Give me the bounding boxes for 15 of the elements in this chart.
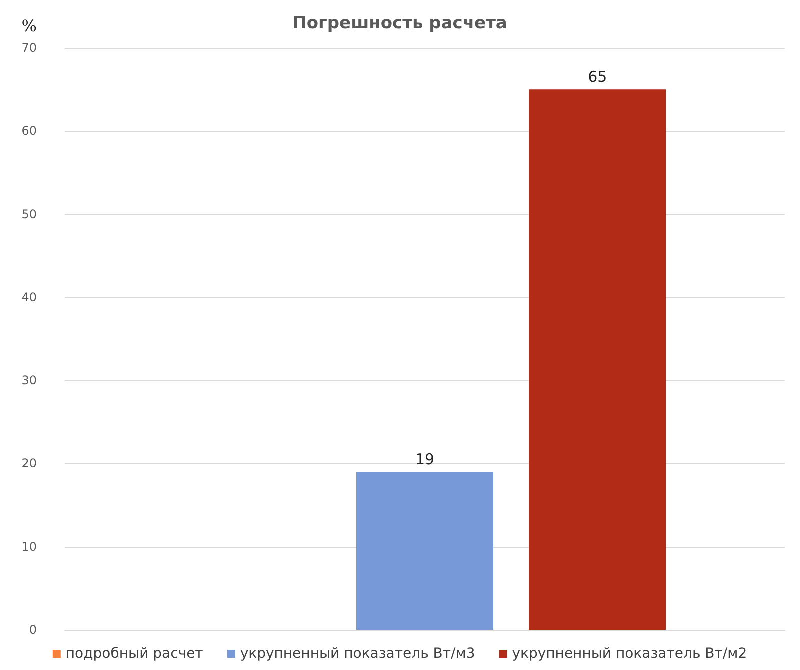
legend-label: подробный расчет [66,646,204,662]
legend-label: укрупненный показатель Вт/м3 [240,646,476,662]
legend-label: укрупненный показатель Вт/м2 [512,646,748,662]
data-label: 65 [588,68,608,86]
y-tick-label: 60 [22,124,37,138]
y-axis-title: % [22,16,37,36]
y-tick-label: 20 [22,456,37,471]
y-tick-label: 0 [29,623,37,637]
y-tick-label: 40 [22,290,37,304]
y-tick-label: 50 [22,207,37,222]
chart-title: Погрешность расчета [292,14,508,34]
y-tick-label: 10 [22,540,37,554]
y-tick-label: 30 [22,374,37,388]
y-tick-label: 70 [22,41,37,55]
data-label: 19 [415,450,435,469]
